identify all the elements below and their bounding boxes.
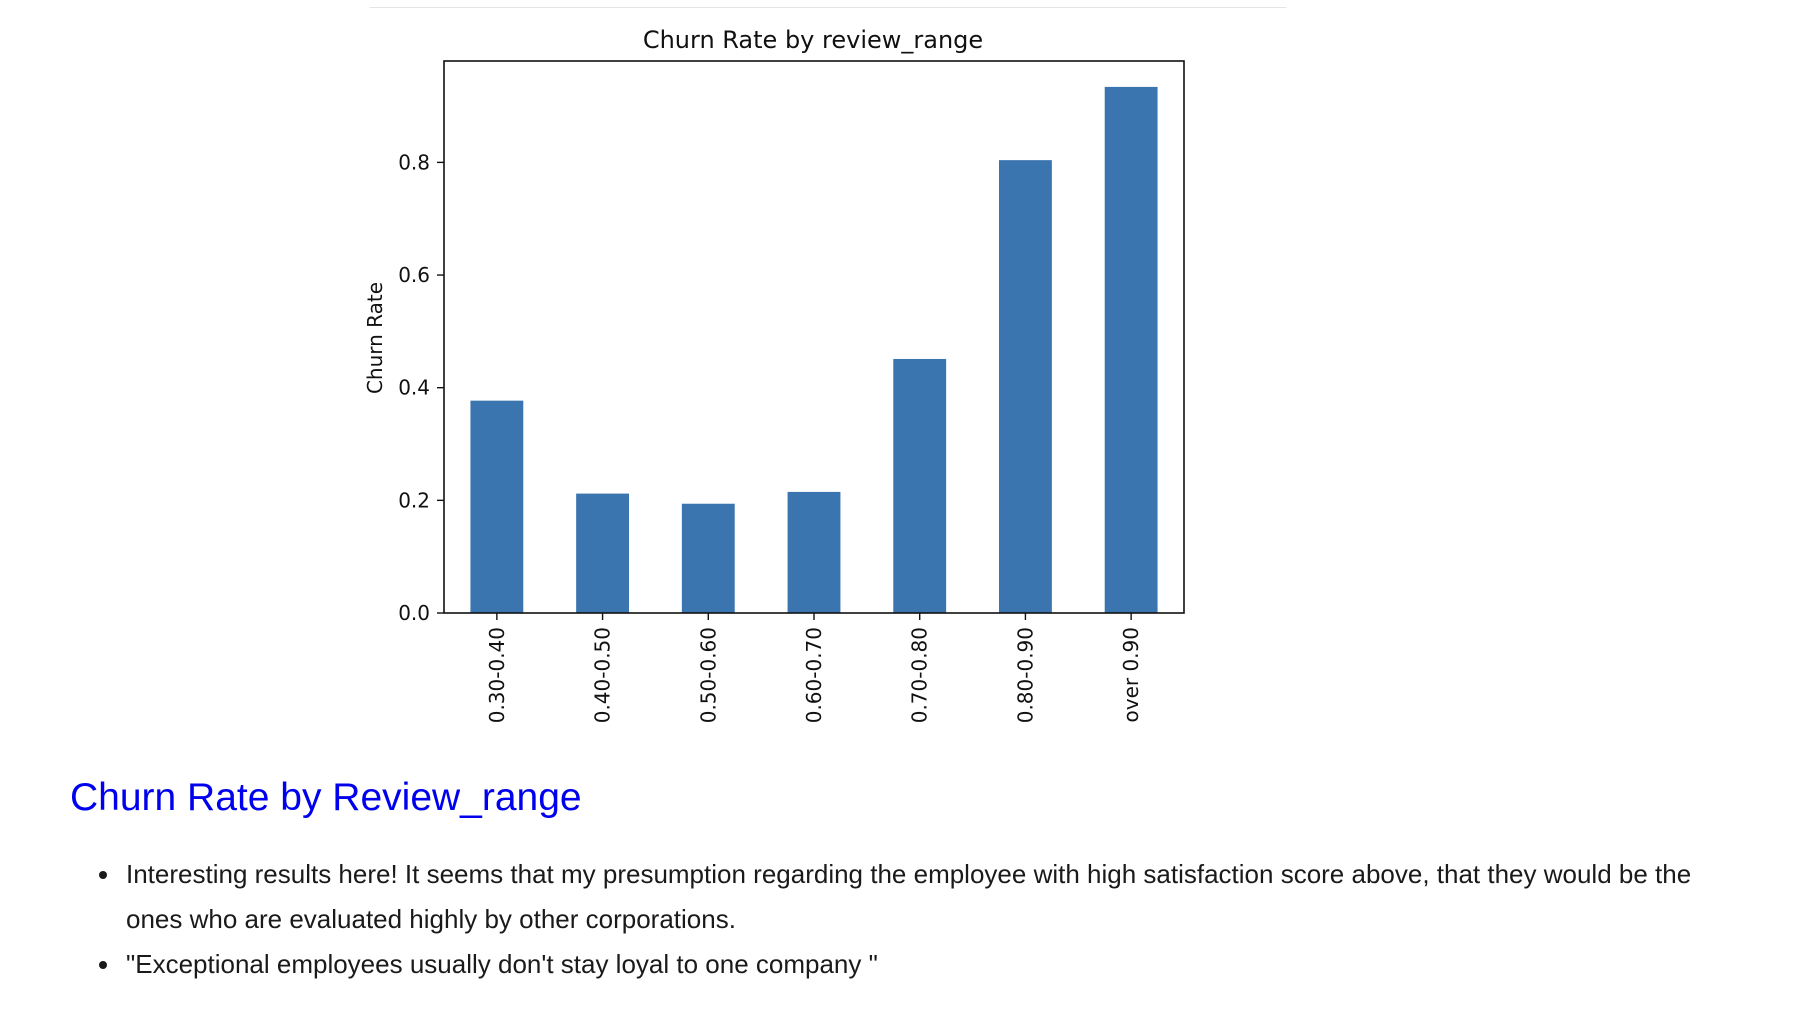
note-text: "Exceptional employees usually don't sta… (126, 949, 878, 979)
list-item: Interesting results here! It seems that … (99, 852, 1726, 942)
y-tick-label: 0.8 (398, 150, 430, 174)
plot-frame (443, 60, 1185, 614)
x-axis-ticks: 0.30-0.40 0.40-0.50 0.50-0.60 0.60-0.70 0.70… (485, 613, 1143, 723)
bullet-icon (99, 961, 107, 969)
bar-0.30-0.40 (470, 400, 524, 613)
x-tick-label: 0.40-0.50 (591, 627, 615, 723)
chart-title: Churn Rate by review_range (643, 26, 983, 54)
y-tick-label: 0.2 (398, 488, 430, 512)
x-tick-label: 0.60-0.70 (802, 627, 826, 723)
notes-list: Interesting results here! It seems that … (99, 852, 1726, 987)
cell-divider (370, 7, 1286, 8)
bar-0.40-0.50 (576, 493, 629, 613)
y-axis-ticks: 0.0 0.2 0.4 0.6 0.8 (398, 150, 444, 625)
x-tick-label: 0.50-0.60 (696, 627, 720, 723)
x-tick-label: 0.30-0.40 (485, 627, 509, 723)
bar-0.80-0.90 (999, 160, 1052, 613)
y-tick-label: 0.4 (398, 376, 430, 400)
bar-0.50-0.60 (681, 503, 735, 613)
churn-rate-bar-chart: Churn Rate by review_range Churn Rate 0.… (363, 26, 1185, 723)
y-axis-label: Churn Rate (363, 282, 387, 394)
note-text: Interesting results here! It seems that … (126, 859, 1692, 934)
x-tick-label: 0.70-0.80 (908, 627, 932, 723)
section-heading: Churn Rate by Review_range (70, 776, 582, 819)
bar-0.70-0.80 (893, 358, 947, 613)
y-tick-label: 0.6 (398, 263, 430, 287)
x-tick-label: over 0.90 (1119, 627, 1143, 723)
x-tick-label: 0.80-0.90 (1013, 627, 1037, 723)
bar-over-0.90 (1104, 86, 1158, 613)
bullet-icon (99, 871, 107, 879)
bar-group (470, 86, 1158, 613)
bar-0.60-0.70 (787, 491, 841, 613)
y-tick-label: 0.0 (398, 601, 430, 625)
list-item: "Exceptional employees usually don't sta… (99, 942, 1726, 987)
